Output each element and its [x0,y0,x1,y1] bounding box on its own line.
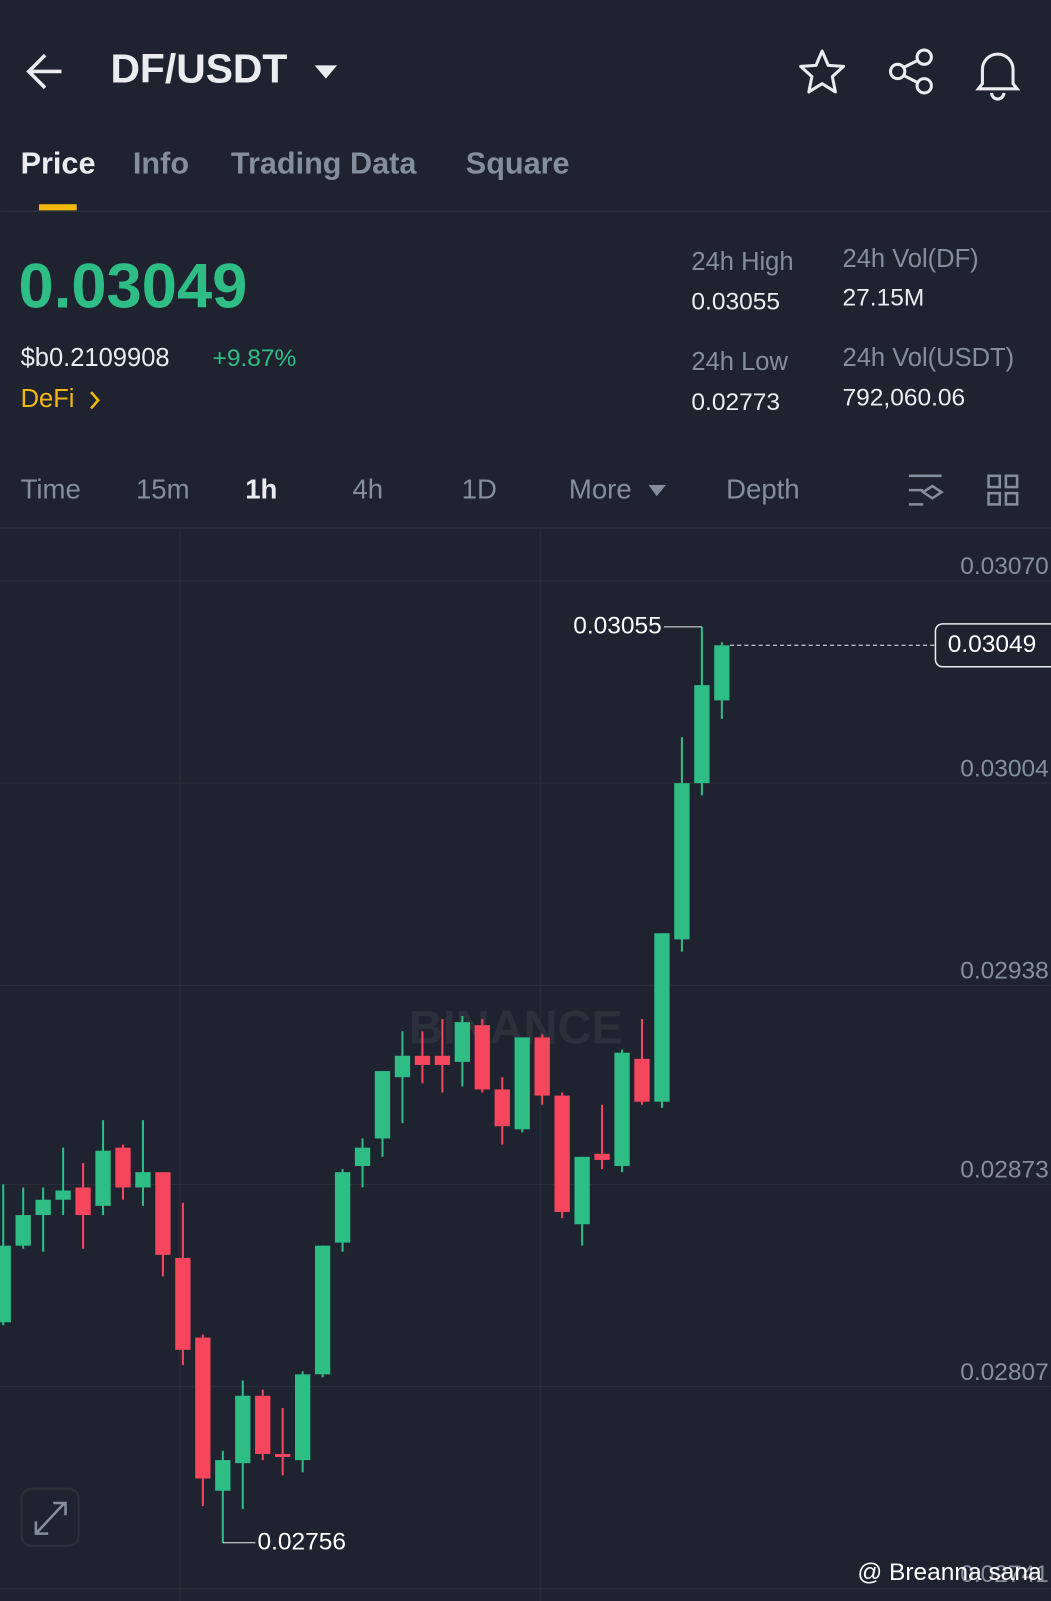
y-tick-label: 0.02741 [960,1561,1049,1588]
pair-dropdown[interactable] [314,65,338,79]
fiat-price: $b0.2109908 [21,344,170,372]
candle-body [554,1095,570,1212]
candle-body [454,1022,471,1062]
tab[interactable]: Trading Data [231,147,417,181]
candle-body [674,783,690,940]
candle-body [614,1052,630,1167]
tab[interactable]: Info [133,147,189,181]
interval[interactable]: 1D [462,473,497,504]
interval[interactable]: 1h [245,473,277,504]
candle-body [534,1037,550,1096]
candle-body [95,1150,111,1206]
favorite-icon[interactable] [799,49,846,94]
price-change: +9.87% [213,345,297,372]
more-caret [648,484,666,497]
candle-body [694,685,710,784]
candle-body [474,1025,490,1090]
low-label: 0.02756 [257,1528,346,1555]
stat-label: 24h Low [691,348,788,376]
candle-body [115,1147,131,1188]
expand-button[interactable] [20,1487,80,1547]
ticker: 0.03049 $b0.2109908 +9.87% DeFi 24h High… [19,245,1015,416]
candle-body [255,1395,271,1454]
last-price: 0.03049 [19,252,248,322]
candle-body [15,1215,31,1246]
tab[interactable]: Price [21,147,96,181]
candle-body [374,1071,391,1139]
y-tick-label: 0.02807 [960,1359,1049,1386]
interval[interactable]: Time [21,473,81,504]
pair-title[interactable]: DF/USDT [110,45,287,91]
candle-body [155,1172,171,1255]
candle-body [414,1055,431,1065]
top-bar: DF/USDT [26,45,1021,101]
alert-icon[interactable] [975,52,1021,101]
candle-body [75,1187,91,1216]
candle-body [35,1199,51,1216]
candle-body [55,1190,71,1200]
stat-value: 0.03055 [691,289,780,316]
y-tick-label: 0.03070 [960,553,1049,580]
share-icon[interactable] [888,48,933,95]
y-tick-label: 0.02873 [960,1157,1049,1184]
candle-body [514,1037,530,1130]
chart: BINANCE0.030700.030040.029380.028730.028… [0,553,1051,1590]
layout-icon[interactable] [987,474,1019,506]
candle-body [314,1245,331,1375]
candle-body [215,1460,231,1491]
candle-body [714,645,730,701]
candle-body [574,1156,590,1225]
interval[interactable]: Depth [726,473,800,504]
candle-body [434,1055,451,1065]
y-tick-label: 0.03004 [960,755,1049,782]
interval-bar: Time 15m 1h 4h 1D More Depth [0,473,1051,529]
candle-body [334,1172,351,1243]
candle-body [654,933,670,1102]
interval[interactable]: 15m [136,473,190,504]
candle-body [354,1147,371,1167]
candle-body [294,1374,311,1461]
tab-indicator [38,204,77,211]
candle-body [0,1245,11,1323]
tab[interactable]: Square [466,147,570,181]
y-tick-label: 0.02938 [960,958,1049,985]
chevron [90,391,100,410]
candle-body [394,1055,411,1078]
credit: @ Breanna sana [857,1559,1042,1586]
candle-body [135,1172,151,1188]
tabs: Price Info Trading Data Square [0,147,1051,213]
sector-tag[interactable]: DeFi [21,385,75,413]
stat-value: 792,060.06 [843,385,966,412]
candle-body [494,1089,510,1127]
stat-label: 24h Vol(DF) [843,245,979,273]
stat-value: 0.02773 [691,389,780,416]
interval[interactable]: 4h [352,473,383,504]
candle-body [594,1153,610,1160]
stat-label: 24h Vol(USDT) [843,344,1015,372]
last-price-tag [934,623,1051,668]
stat-label: 24h High [691,248,793,276]
indicator-icon[interactable] [908,474,944,506]
candle-body [175,1257,191,1350]
interval[interactable]: More [569,473,632,504]
candle-body [195,1337,211,1479]
candle-body [634,1058,650,1102]
high-label: 0.03055 [573,612,662,639]
last-price-label: 0.03049 [948,631,1037,658]
candle-body [235,1395,251,1464]
stat-value: 27.15M [843,285,925,312]
back-button[interactable] [26,53,62,90]
candle-body [275,1453,291,1458]
